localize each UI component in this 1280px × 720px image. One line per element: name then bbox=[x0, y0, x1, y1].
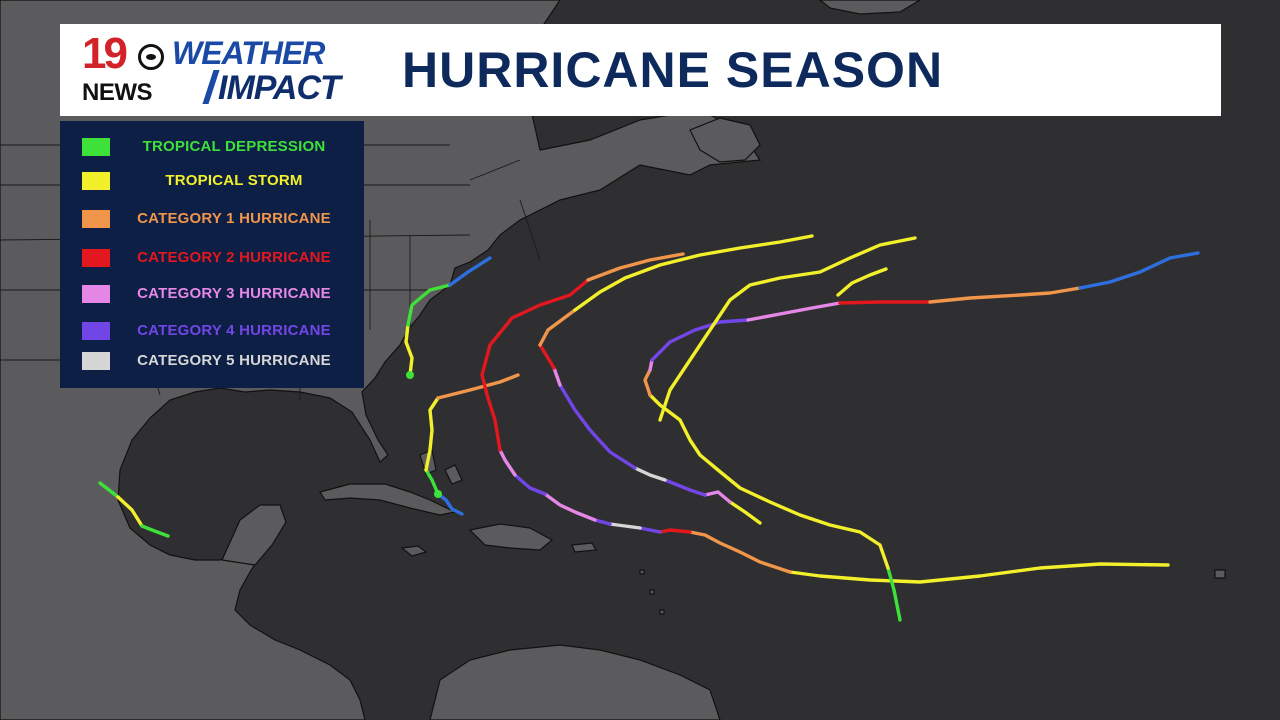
legend-item-tropical-storm: TROPICAL STORM bbox=[82, 169, 362, 193]
track-right-recurve-segment-ex bbox=[1078, 251, 1200, 290]
legend-swatch bbox=[82, 322, 110, 340]
track-middle-segment-cat4 bbox=[558, 383, 637, 470]
track-mexico-segment-td bbox=[140, 524, 170, 538]
legend-swatch bbox=[82, 210, 110, 228]
legend-label: CATEGORY 4 HURRICANE bbox=[137, 322, 331, 339]
track-long-recurve-segment-cat3 bbox=[498, 448, 517, 477]
track-middle-segment-cat5 bbox=[633, 466, 667, 482]
track-long-recurve-segment-cat1 bbox=[688, 530, 792, 574]
track-long-recurve-segment-cat4 bbox=[593, 518, 612, 526]
track-long-recurve-segment-cat5 bbox=[608, 522, 642, 530]
track-right-recurve-segment-cat2 bbox=[838, 300, 932, 305]
track-middle-segment-cat1 bbox=[538, 308, 577, 347]
greenland-land bbox=[819, 0, 922, 15]
jamaica-land bbox=[400, 545, 428, 557]
legend-swatch bbox=[82, 138, 110, 156]
legend-item-tropical-depression: TROPICAL DEPRESSION bbox=[82, 135, 362, 159]
track-florida-segment-td bbox=[424, 468, 440, 496]
storm-category-legend: TROPICAL DEPRESSION TROPICAL STORM CATEG… bbox=[60, 121, 364, 388]
track-markers bbox=[406, 371, 442, 498]
track-long-recurve-segment-cat1 bbox=[586, 252, 685, 282]
track-mexico-segment-td bbox=[98, 481, 120, 499]
legend-label: CATEGORY 1 HURRICANE bbox=[137, 210, 331, 227]
cbs-eye-icon bbox=[138, 44, 164, 70]
track-middle-segment-cat2 bbox=[538, 343, 556, 370]
logo-weather-text: WEATHER bbox=[172, 35, 325, 71]
legend-label: TROPICAL DEPRESSION bbox=[142, 138, 326, 155]
track-upper-ts bbox=[658, 236, 917, 422]
legend-swatch bbox=[82, 172, 110, 190]
legend-label: CATEGORY 5 HURRICANE bbox=[137, 352, 331, 369]
track-point-marker-1 bbox=[434, 490, 442, 498]
yucatan-peninsula-land bbox=[221, 504, 287, 566]
legend-swatch bbox=[82, 249, 110, 267]
track-carolina-segment-td bbox=[406, 283, 452, 327]
hispaniola-land bbox=[468, 523, 554, 551]
lesser-antilles-land bbox=[639, 569, 1226, 615]
track-right-recurve bbox=[643, 251, 1200, 622]
track-long-recurve-segment-cat3 bbox=[543, 492, 597, 522]
track-short-ts-segment-ts bbox=[836, 267, 888, 297]
track-middle-segment-cat3 bbox=[703, 490, 732, 504]
track-long-recurve-segment-ts bbox=[788, 562, 1170, 584]
track-mexico bbox=[98, 481, 170, 538]
track-right-recurve-segment-cat1 bbox=[928, 286, 1082, 304]
track-middle-segment-ts bbox=[573, 234, 814, 312]
legend-item-category-4: CATEGORY 4 HURRICANE bbox=[82, 319, 362, 343]
lightning-bolt-icon bbox=[202, 70, 220, 104]
track-short-ts bbox=[836, 267, 888, 297]
legend-swatch bbox=[82, 352, 110, 370]
track-mexico-segment-ts bbox=[116, 495, 144, 528]
logo-impact-text: IMPACT bbox=[218, 69, 341, 107]
legend-label: CATEGORY 3 HURRICANE bbox=[137, 285, 331, 302]
track-long-recurve-segment-cat4 bbox=[513, 473, 547, 496]
track-long-recurve bbox=[480, 252, 1170, 584]
track-upper-ts-segment-ts bbox=[658, 236, 917, 422]
puerto-rico-land bbox=[571, 542, 597, 553]
track-middle-segment-cat4 bbox=[663, 478, 707, 497]
track-florida-segment-ex bbox=[436, 492, 464, 516]
track-point-marker-0 bbox=[406, 371, 414, 379]
legend-item-category-5: CATEGORY 5 HURRICANE bbox=[82, 349, 362, 373]
page-title: HURRICANE SEASON bbox=[402, 42, 944, 98]
legend-item-category-2: CATEGORY 2 HURRICANE bbox=[82, 246, 362, 270]
newfoundland-land bbox=[689, 117, 761, 163]
legend-label: TROPICAL STORM bbox=[165, 172, 303, 189]
track-middle bbox=[538, 234, 814, 525]
logo-news-text: NEWS bbox=[82, 79, 153, 106]
legend-item-category-1: CATEGORY 1 HURRICANE bbox=[82, 207, 362, 231]
track-middle-segment-ts bbox=[728, 500, 762, 525]
track-carolina bbox=[404, 256, 492, 377]
track-florida-segment-ts bbox=[424, 396, 440, 472]
logo-channel-number: 19 bbox=[82, 29, 128, 78]
cuba-land bbox=[319, 483, 457, 516]
south-america-land bbox=[429, 644, 721, 720]
track-right-recurve-segment-cat3 bbox=[746, 301, 842, 322]
hurricane-tracks bbox=[98, 234, 1200, 622]
track-right-recurve-segment-td bbox=[886, 566, 902, 622]
legend-item-category-3: CATEGORY 3 HURRICANE bbox=[82, 282, 362, 306]
track-long-recurve-segment-cat2 bbox=[658, 528, 692, 534]
track-right-recurve-segment-ts bbox=[648, 393, 890, 570]
legend-label: CATEGORY 2 HURRICANE bbox=[137, 249, 331, 266]
track-carolina-segment-ts bbox=[404, 323, 414, 377]
header-banner: 19 NEWS WEATHER IMPACT HURRICANE SEASON bbox=[60, 24, 1221, 116]
track-carolina-segment-ex bbox=[448, 256, 492, 287]
track-long-recurve-segment-cat4 bbox=[638, 526, 662, 534]
legend-swatch bbox=[82, 285, 110, 303]
track-long-recurve-segment-cat2 bbox=[480, 278, 590, 452]
track-middle-segment-cat3 bbox=[552, 366, 562, 387]
station-logo: 19 NEWS WEATHER IMPACT bbox=[80, 32, 410, 108]
track-right-recurve-segment-cat1 bbox=[643, 368, 652, 397]
track-right-recurve-segment-cat4 bbox=[650, 318, 750, 362]
